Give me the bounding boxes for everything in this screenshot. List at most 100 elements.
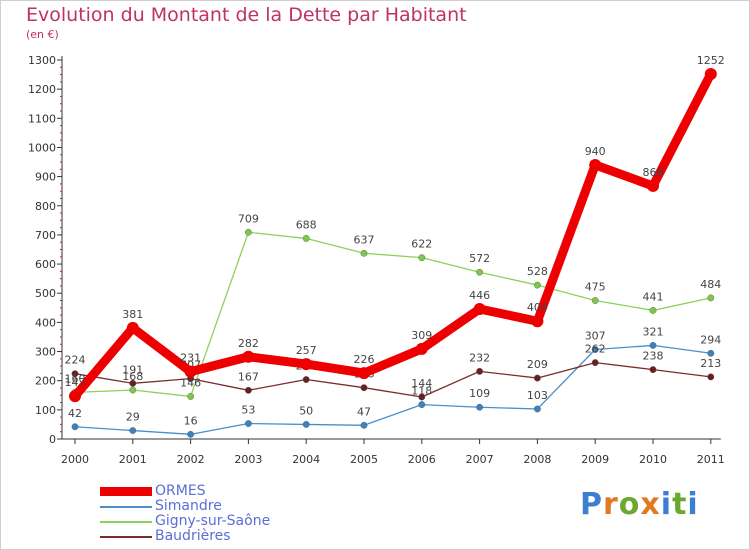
data-label-ormes: 147 [65, 376, 86, 389]
data-point-gigny-sur-sa-ne [476, 268, 483, 276]
y-tick-label: 1000 [28, 141, 56, 154]
x-tick-label: 2009 [581, 453, 609, 466]
data-label-ormes: 309 [411, 329, 432, 342]
legend-label: Gigny-sur-Saône [155, 513, 271, 529]
data-label-simandre: 47 [357, 405, 371, 418]
legend-label: ORMES [155, 483, 206, 499]
data-point-simandre [707, 349, 715, 357]
data-label-gigny-sur-sa-ne: 688 [296, 218, 317, 231]
data-label-simandre: 29 [126, 411, 140, 424]
data-point-simandre [71, 423, 79, 431]
y-tick-label: 900 [35, 171, 56, 184]
legend-swatch [100, 506, 152, 508]
data-label-baudri-res: 191 [122, 363, 143, 376]
data-label-ormes: 231 [180, 352, 201, 365]
logo-letter: o [618, 487, 641, 522]
x-tick-label: 2004 [292, 453, 320, 466]
y-tick-label: 1300 [28, 54, 56, 67]
data-point-ormes [300, 358, 313, 371]
data-label-simandre: 16 [184, 414, 198, 427]
data-point-ormes [647, 179, 659, 192]
x-tick-label: 2008 [523, 453, 551, 466]
series-line-baudri-res [74, 361, 712, 398]
legend-swatch [100, 487, 152, 496]
data-label-baudri-res: 213 [700, 357, 721, 370]
data-point-baudri-res [418, 393, 426, 401]
chart-title: Evolution du Montant de la Dette par Hab… [26, 4, 467, 26]
data-point-baudri-res [244, 386, 252, 394]
data-point-gigny-sur-sa-ne [360, 249, 368, 257]
data-point-gigny-sur-sa-ne [418, 254, 426, 262]
data-label-simandre: 109 [469, 387, 490, 400]
data-label-baudri-res: 209 [527, 358, 548, 371]
data-point-simandre [187, 430, 195, 438]
data-label-gigny-sur-sa-ne: 146 [180, 376, 201, 389]
y-tick-label: 800 [35, 200, 56, 213]
data-point-baudri-res [129, 379, 137, 387]
data-label-gigny-sur-sa-ne: 709 [238, 212, 259, 225]
data-point-ormes [358, 367, 370, 380]
data-point-simandre [476, 403, 483, 411]
data-point-simandre [302, 421, 310, 428]
y-tick-label: 1100 [28, 112, 56, 125]
data-point-baudri-res [360, 384, 368, 392]
y-tick-label: 500 [35, 287, 56, 300]
y-tick-label: 200 [35, 375, 56, 388]
data-point-ormes [531, 315, 544, 328]
y-tick-label: 400 [35, 316, 56, 329]
data-point-ormes [69, 390, 81, 403]
logo-letter: x [640, 487, 661, 522]
y-tick-label: 1200 [28, 83, 56, 96]
data-label-gigny-sur-sa-ne: 160 [65, 372, 86, 385]
data-label-baudri-res: 167 [238, 370, 259, 383]
y-tick-label: 600 [35, 258, 56, 271]
unit-label: (en €) [26, 28, 59, 41]
legend-label: Simandre [155, 498, 222, 514]
data-point-gigny-sur-sa-ne [649, 307, 657, 314]
data-point-simandre [360, 421, 368, 429]
data-label-simandre: 103 [527, 389, 548, 402]
data-label-gigny-sur-sa-ne: 475 [585, 281, 606, 294]
data-point-gigny-sur-sa-ne [187, 393, 195, 400]
data-label-baudri-res: 224 [65, 354, 86, 367]
data-point-ormes [704, 67, 717, 80]
data-label-gigny-sur-sa-ne: 572 [469, 252, 490, 265]
data-point-simandre [649, 342, 657, 349]
data-label-simandre: 53 [241, 404, 255, 417]
legend-label: Baudrières [155, 528, 231, 544]
data-point-simandre [418, 401, 426, 408]
data-point-simandre [244, 420, 252, 427]
logo-letter: r [603, 487, 619, 522]
data-point-gigny-sur-sa-ne [244, 228, 252, 236]
y-tick-label: 300 [35, 346, 56, 359]
data-point-gigny-sur-sa-ne [707, 294, 715, 302]
data-point-gigny-sur-sa-ne [591, 297, 599, 304]
data-point-baudri-res [302, 376, 310, 383]
legend-swatch [100, 536, 152, 538]
data-label-gigny-sur-sa-ne: 441 [643, 290, 664, 303]
data-label-gigny-sur-sa-ne: 637 [354, 233, 375, 246]
data-label-simandre: 307 [585, 329, 606, 342]
logo-letter: P [580, 487, 603, 522]
data-label-ormes: 940 [585, 145, 606, 158]
data-point-ormes [242, 350, 255, 363]
series-line-ormes [70, 69, 716, 401]
data-point-baudri-res [649, 366, 657, 374]
data-label-gigny-sur-sa-ne: 168 [122, 370, 143, 383]
legend-swatch [100, 521, 152, 523]
data-label-gigny-sur-sa-ne: 622 [411, 238, 432, 251]
x-tick-label: 2003 [234, 453, 262, 466]
x-tick-label: 2001 [119, 453, 147, 466]
data-label-simandre: 50 [299, 404, 313, 417]
data-point-baudri-res [71, 370, 79, 378]
data-point-simandre [129, 427, 137, 434]
data-point-ormes [415, 342, 428, 355]
x-tick-label: 2005 [350, 453, 378, 466]
data-label-simandre: 42 [68, 407, 82, 420]
series-line-simandre [74, 344, 712, 435]
x-tick-label: 2011 [697, 453, 725, 466]
data-label-baudri-res: 144 [411, 377, 432, 390]
proxiti-logo: Proxiti [580, 487, 699, 522]
data-label-gigny-sur-sa-ne: 528 [527, 265, 548, 278]
logo-letter: i [687, 487, 699, 522]
